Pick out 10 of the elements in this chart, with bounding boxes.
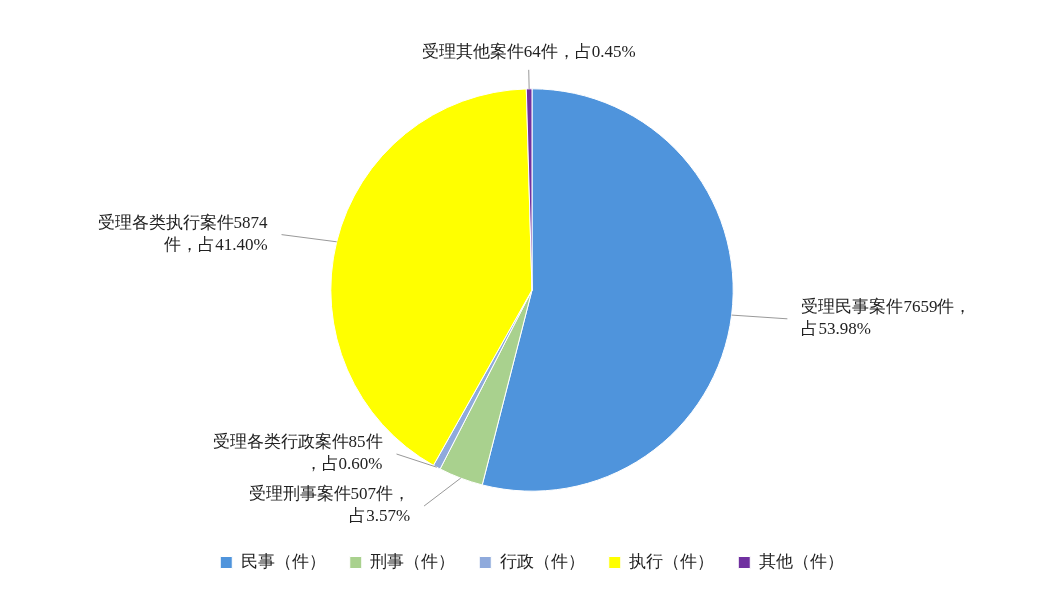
legend-label: 行政（件） xyxy=(499,551,585,571)
legend-label: 其他（件） xyxy=(758,551,844,571)
data-label: 受理其他案件64件，占0.45% xyxy=(421,42,636,62)
data-label: 受理各类行政案件85件，占0.60% xyxy=(212,432,383,474)
data-label: 受理民事案件7659件，占53.98% xyxy=(801,297,972,339)
legend-label: 刑事（件） xyxy=(370,551,456,571)
data-label: 受理刑事案件507件，占3.57% xyxy=(248,484,411,526)
data-label: 受理各类执行案件5874件，占41.40% xyxy=(97,213,269,255)
legend-label: 执行（件） xyxy=(629,551,715,571)
legend-label: 民事（件） xyxy=(240,551,326,571)
